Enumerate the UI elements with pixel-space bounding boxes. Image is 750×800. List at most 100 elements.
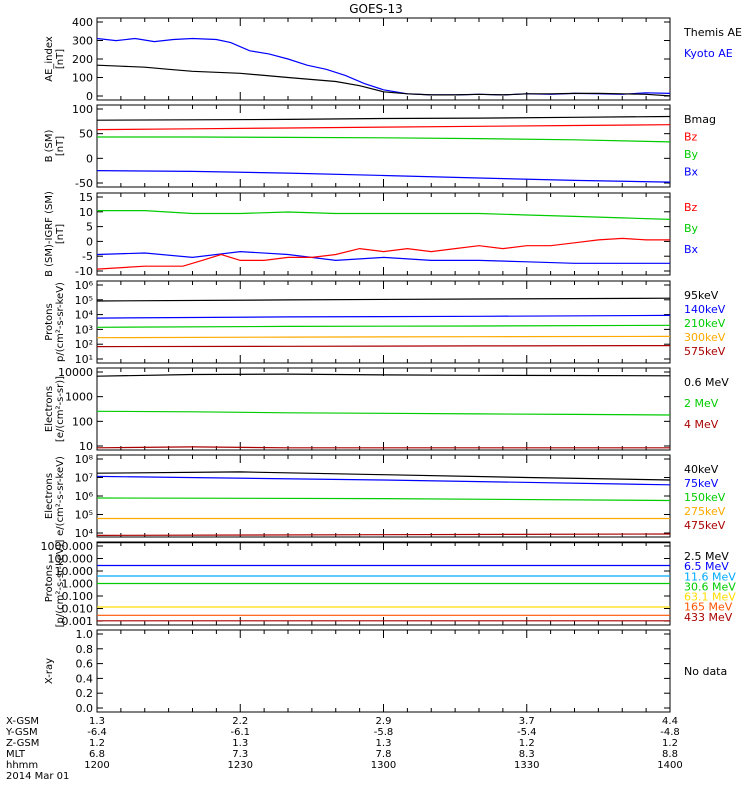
legend-label: Bx [684, 166, 699, 179]
x-axis-value: 1.2 [89, 738, 105, 749]
x-axis-value: 3.7 [519, 716, 535, 727]
panel-frame [96, 454, 671, 538]
y-tick-label: 10⁴ [75, 527, 94, 540]
y-axis-label: Electronse/(cm²-s-sr-keV) [44, 456, 66, 536]
y-tick-label: 10.000 [55, 565, 94, 578]
legend-label: Bz [684, 131, 698, 144]
y-tick-label: 300 [72, 35, 93, 48]
x-axis-value: 1.3 [89, 716, 105, 727]
y-tick-label: 1000 [65, 391, 93, 404]
series-line [97, 210, 671, 220]
legend-label: 2 MeV [684, 397, 719, 410]
x-axis-row-label: MLT [6, 749, 26, 760]
series-line [96, 250, 670, 264]
x-axis-value: 7.3 [232, 749, 248, 760]
y-axis-label: AE_index[nT] [44, 36, 66, 82]
y-tick-label: 0.4 [76, 672, 94, 685]
series-line [96, 475, 671, 486]
legend-label: By [684, 148, 699, 161]
y-tick-label: 100 [72, 415, 93, 428]
y-tick-label: -50 [75, 177, 93, 190]
legend-label: Bmag [684, 113, 716, 126]
series-line [96, 115, 671, 121]
y-tick-label: 10⁵ [75, 509, 93, 522]
y-tick-label: 400 [72, 16, 93, 29]
y-tick-label: 0.2 [76, 687, 94, 700]
legend-label: 300keV [684, 331, 726, 344]
y-tick-label: 10⁵ [75, 294, 93, 307]
x-axis-value: 1400 [657, 760, 682, 771]
no-data-note: No data [684, 665, 727, 678]
legend-label: 30.6 MeV [684, 580, 736, 593]
panel-0: 400 300 200 100 0 AE_index[nT] Themis AE Kyoto … [44, 16, 742, 103]
legend-label: 140keV [684, 303, 726, 316]
legend-label: 75keV [684, 477, 719, 490]
x-axis-value: 1330 [514, 760, 539, 771]
y-tick-label: 10⁶ [75, 279, 94, 292]
y-tick-label: 15 [79, 191, 93, 204]
legend-label: 210keV [684, 317, 726, 330]
y-tick-label: -5 [82, 250, 93, 263]
x-axis-row-label: X-GSM [6, 716, 39, 727]
y-tick-label: 10 [79, 206, 93, 219]
legend-label: 275keV [684, 505, 726, 518]
panel-frame [96, 280, 671, 364]
x-axis-value: 1300 [371, 760, 396, 771]
x-axis-value: 2.9 [376, 716, 392, 727]
panel-7: 1.0 0.8 0.60.4 0.2 0.0 X-ray No data [44, 628, 727, 715]
y-tick-label: 10⁴ [75, 309, 94, 322]
y-tick-label: 1.000 [62, 578, 94, 591]
x-axis-value: 1230 [228, 760, 253, 771]
y-axis-label: Electrons[e/(cm²-s-sr)] [44, 376, 66, 442]
y-tick-label: 100 [72, 103, 93, 116]
x-axis-value: 8.8 [662, 749, 678, 760]
series-line [96, 446, 670, 449]
legend-label: 2.5 MeV [684, 550, 729, 563]
panel-5: 10⁸ 10⁷ 10⁶ 10⁵ 10⁴ Electronse/(cm²-s-sr-keV)… [44, 453, 726, 540]
legend-label: Kyoto AE [684, 47, 733, 60]
legend-label: 11.6 MeV [684, 570, 736, 583]
plot-title: GOES-13 [349, 2, 403, 16]
series-line [96, 533, 671, 537]
series-line [96, 170, 671, 183]
x-axis-value: -6.4 [87, 727, 107, 738]
y-tick-label: 100.000 [48, 553, 94, 566]
series-line [96, 497, 671, 502]
x-axis-value: -6.1 [230, 727, 250, 738]
legend-label: 6.5 MeV [684, 560, 729, 573]
y-axis-label: X-ray [44, 658, 55, 684]
series-line [96, 471, 671, 481]
legend-label: Bz [684, 201, 698, 214]
y-tick-label: 200 [72, 53, 93, 66]
y-tick-label: 10² [75, 338, 93, 351]
panel-frame [96, 17, 671, 101]
series-line [96, 124, 671, 131]
y-tick-label: 5 [86, 221, 93, 234]
x-axis-value: 1.3 [376, 738, 392, 749]
legend-label: 433 MeV [684, 611, 733, 624]
y-tick-label: 1000.000 [41, 540, 94, 553]
y-axis-label: B (SM)-IGRF (SM)[nT] [44, 191, 66, 277]
legend-label: 165 MeV [684, 601, 733, 614]
panel-frame [96, 367, 671, 451]
legend-label: 475keV [684, 519, 726, 532]
x-axis-value: -5.8 [374, 727, 394, 738]
legend-label: 95keV [684, 289, 719, 302]
x-axis-value: 7.8 [376, 749, 392, 760]
series-line [96, 37, 671, 96]
y-tick-label: 10⁷ [75, 472, 93, 485]
x-axis-value: -4.8 [660, 727, 680, 738]
x-axis-value: 4.4 [662, 716, 678, 727]
x-axis-value: 1.3 [232, 738, 248, 749]
y-tick-label: 0.100 [62, 590, 94, 603]
series-line [96, 237, 670, 270]
y-tick-label: 0.0 [76, 702, 94, 715]
panel-2: 15 10 50 -5 -10 B (SM)-IGRF (SM)[nT] Bz By Bx [44, 191, 699, 278]
x-axis-value: 1200 [84, 760, 109, 771]
y-axis-label: B (SM)[nT] [44, 129, 66, 162]
y-tick-label: 0.6 [76, 658, 94, 671]
legend-label: 63.1 MeV [684, 591, 736, 604]
series-line [96, 324, 671, 328]
